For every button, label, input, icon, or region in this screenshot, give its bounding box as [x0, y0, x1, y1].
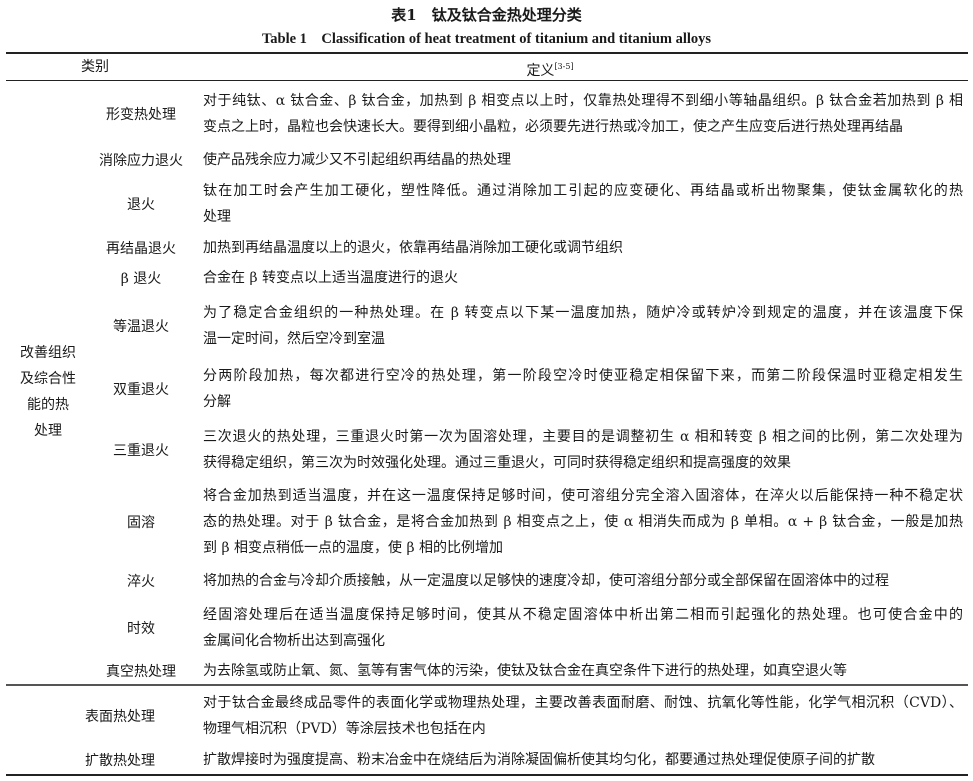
definition-line: 加热到再结晶温度以上的退火，依靠再结晶消除加工硬化或调节组织 — [203, 239, 623, 256]
definition-line: 金属间化合物析出达到高强化 — [203, 632, 385, 649]
row-definition: 分两阶段加热，每次都进行空冷的热处理，第一阶段空冷时使亚稳定相保留下来，而第二阶… — [203, 363, 963, 415]
definition-line: 合金在 β 转变点以上适当温度进行的退火 — [203, 270, 458, 286]
row-category: 再结晶退火 — [106, 240, 176, 257]
definition-line: 对于纯钛、α 钛合金、β 钛合金，加热到 β 相变点以上时，仅靠热处理得不到细小… — [203, 93, 963, 109]
table-caption-en: Table 1 Classification of heat treatment… — [261, 31, 712, 47]
row-definition: 对于钛合金最终成品零件的表面化学或物理热处理，主要改善表面耐磨、耐蚀、抗氧化等性… — [203, 690, 963, 742]
table-row: 消除应力退火 使产品残余应力减少又不引起组织再结晶的热处理 — [0, 145, 973, 175]
row-definition: 钛在加工时会产生加工硬化，塑性降低。通过消除加工引起的应变硬化、再结晶或析出物聚… — [203, 178, 963, 230]
table-row: 再结晶退火 加热到再结晶温度以上的退火，依靠再结晶消除加工硬化或调节组织 — [0, 232, 973, 263]
row-definition: 合金在 β 转变点以上适当温度进行的退火 — [203, 265, 963, 291]
group-label: 改善组织及综合性能的热处理 — [5, 340, 91, 444]
table-row: 时效 经固溶处理后在适当温度保持足够时间，使其从不稳定固溶体中析出第二相而引起强化… — [0, 598, 973, 657]
table-row: β 退火 合金在 β 转变点以上适当温度进行的退火 — [0, 263, 973, 293]
table-row: 双重退火 分两阶段加热，每次都进行空冷的热处理，第一阶段空冷时使亚稳定相保留下来，… — [0, 358, 973, 420]
definition-line: 获得稳定组织，第三次为时效强化处理。通过三重退火，可同时获得稳定组织和提高强度的… — [203, 455, 791, 471]
group-label-line: 能的热 — [27, 397, 69, 413]
definition-line: 到 β 相变点稍低一点的温度，使 β 相的比例增加 — [203, 539, 503, 556]
definition-line: 分解 — [203, 394, 231, 410]
header-definition: 定义[3-5] — [500, 54, 600, 80]
table-row: 三重退火 三次退火的热处理，三重退火时第一次为固溶处理，主要目的是调整初生 α 相… — [0, 420, 973, 480]
row-category: 双重退火 — [113, 382, 169, 398]
row-category: 真空热处理 — [106, 664, 176, 680]
row-definition: 使产品残余应力减少又不引起组织再结晶的热处理 — [203, 147, 963, 173]
definition-line: 钛在加工时会产生加工硬化，塑性降低。通过消除加工引起的应变硬化、再结晶或析出物聚… — [203, 182, 963, 199]
group-divider — [6, 684, 968, 686]
row-category: 三重退火 — [113, 443, 169, 459]
definition-line: 处理 — [203, 208, 231, 225]
definition-line: 扩散焊接时为强度提高、粉末冶金中在烧结后为消除凝固偏析使其均匀化，都要通过热处理… — [203, 752, 875, 768]
row-category: 表面热处理 — [85, 708, 155, 725]
row-definition: 为去除氢或防止氧、氮、氢等有害气体的污染，使钛及钛合金在真空条件下进行的热处理，… — [203, 658, 963, 684]
table-row: 形变热处理 对于纯钛、α 钛合金、β 钛合金，加热到 β 相变点以上时，仅靠热处理… — [0, 84, 973, 144]
table-row: 退火 钛在加工时会产生加工硬化，塑性降低。通过消除加工引起的应变硬化、再结晶或析出… — [0, 175, 973, 232]
table-row: 扩散热处理 扩散焊接时为强度提高、粉末冶金中在烧结后为消除凝固偏析使其均匀化，都要… — [0, 745, 973, 775]
row-definition: 为了稳定合金组织的一种热处理。在 β 转变点以下某一温度加热，随炉冷或转炉冷到规… — [203, 300, 963, 352]
table-row: 真空热处理 为去除氢或防止氧、氮、氢等有害气体的污染，使钛及钛合金在真空条件下进行… — [0, 657, 973, 685]
row-definition: 扩散焊接时为强度提高、粉末冶金中在烧结后为消除凝固偏析使其均匀化，都要通过热处理… — [203, 747, 963, 773]
row-category: 淬火 — [127, 573, 155, 590]
group-label-line: 及综合性 — [20, 371, 76, 387]
row-definition: 将加热的合金与冷却介质接触，从一定温度以足够快的速度冷却，使可溶组分部分或全部保… — [203, 568, 963, 594]
definition-line: 三次退火的热处理，三重退火时第一次为固溶处理，主要目的是调整初生 α 相和转变 … — [203, 429, 963, 445]
header-category: 类别 — [81, 59, 109, 75]
row-definition: 对于纯钛、α 钛合金、β 钛合金，加热到 β 相变点以上时，仅靠热处理得不到细小… — [203, 88, 963, 140]
definition-line: 物理气相沉积（PVD）等涂层技术也包括在内 — [203, 720, 486, 737]
definition-line: 态的热处理。对于 β 钛合金，是将合金加热到 β 相变点之上，使 α 相消失而成… — [203, 513, 963, 530]
row-definition: 加热到再结晶温度以上的退火，依靠再结晶消除加工硬化或调节组织 — [203, 235, 963, 261]
definition-line: 使产品残余应力减少又不引起组织再结晶的热处理 — [203, 152, 511, 168]
definition-line: 变点之上时，晶粒也会快速长大。要得到细小晶粒，必须要先进行热或冷加工，使之产生应… — [203, 119, 903, 135]
top-rule — [6, 52, 968, 54]
definition-line: 为了稳定合金组织的一种热处理。在 β 转变点以下某一温度加热，随炉冷或转炉冷到规… — [203, 304, 963, 321]
header-rule — [6, 80, 968, 81]
row-category: 退火 — [127, 196, 155, 213]
row-category: 固溶 — [127, 514, 155, 531]
group-label-line: 处理 — [34, 423, 62, 439]
definition-line: 为去除氢或防止氧、氮、氢等有害气体的污染，使钛及钛合金在真空条件下进行的热处理，… — [203, 663, 847, 679]
row-category: 时效 — [127, 620, 155, 637]
table-caption-cn: 表1 钛及钛合金热处理分类 — [391, 6, 582, 24]
bottom-rule — [6, 774, 968, 776]
definition-line: 将合金加热到适当温度，并在这一温度保持足够时间，使可溶组分完全溶入固溶体，在淬火… — [203, 487, 963, 504]
table-row: 表面热处理 对于钛合金最终成品零件的表面化学或物理热处理，主要改善表面耐磨、耐蚀、… — [0, 686, 973, 745]
group-label-line: 改善组织 — [20, 345, 76, 361]
table-row: 等温退火 为了稳定合金组织的一种热处理。在 β 转变点以下某一温度加热，随炉冷或转… — [0, 293, 973, 358]
definition-line: 温一定时间，然后空冷到室温 — [203, 330, 385, 347]
table-row: 淬火 将加热的合金与冷却介质接触，从一定温度以足够快的速度冷却，使可溶组分部分或全… — [0, 563, 973, 598]
row-category: β 退火 — [120, 271, 162, 287]
header-definition-label: 定义 — [526, 63, 555, 79]
definition-line: 经固溶处理后在适当温度保持足够时间，使其从不稳定固溶体中析出第二相而引起强化的热… — [203, 606, 963, 623]
table-row: 固溶 将合金加热到适当温度，并在这一温度保持足够时间，使可溶组分完全溶入固溶体，在… — [0, 480, 973, 563]
row-category: 等温退火 — [113, 318, 169, 335]
row-category: 形变热处理 — [106, 107, 176, 123]
row-definition: 将合金加热到适当温度，并在这一温度保持足够时间，使可溶组分完全溶入固溶体，在淬火… — [203, 483, 963, 561]
definition-line: 将加热的合金与冷却介质接触，从一定温度以足够快的速度冷却，使可溶组分部分或全部保… — [203, 572, 889, 589]
row-category: 扩散热处理 — [85, 753, 155, 769]
header-definition-ref: [3-5] — [554, 62, 574, 71]
row-definition: 三次退火的热处理，三重退火时第一次为固溶处理，主要目的是调整初生 α 相和转变 … — [203, 424, 963, 476]
row-definition: 经固溶处理后在适当温度保持足够时间，使其从不稳定固溶体中析出第二相而引起强化的热… — [203, 602, 963, 654]
row-category: 消除应力退火 — [99, 153, 183, 169]
definition-line: 分两阶段加热，每次都进行空冷的热处理，第一阶段空冷时使亚稳定相保留下来，而第二阶… — [203, 368, 963, 384]
definition-line: 对于钛合金最终成品零件的表面化学或物理热处理，主要改善表面耐磨、耐蚀、抗氧化等性… — [203, 694, 963, 711]
